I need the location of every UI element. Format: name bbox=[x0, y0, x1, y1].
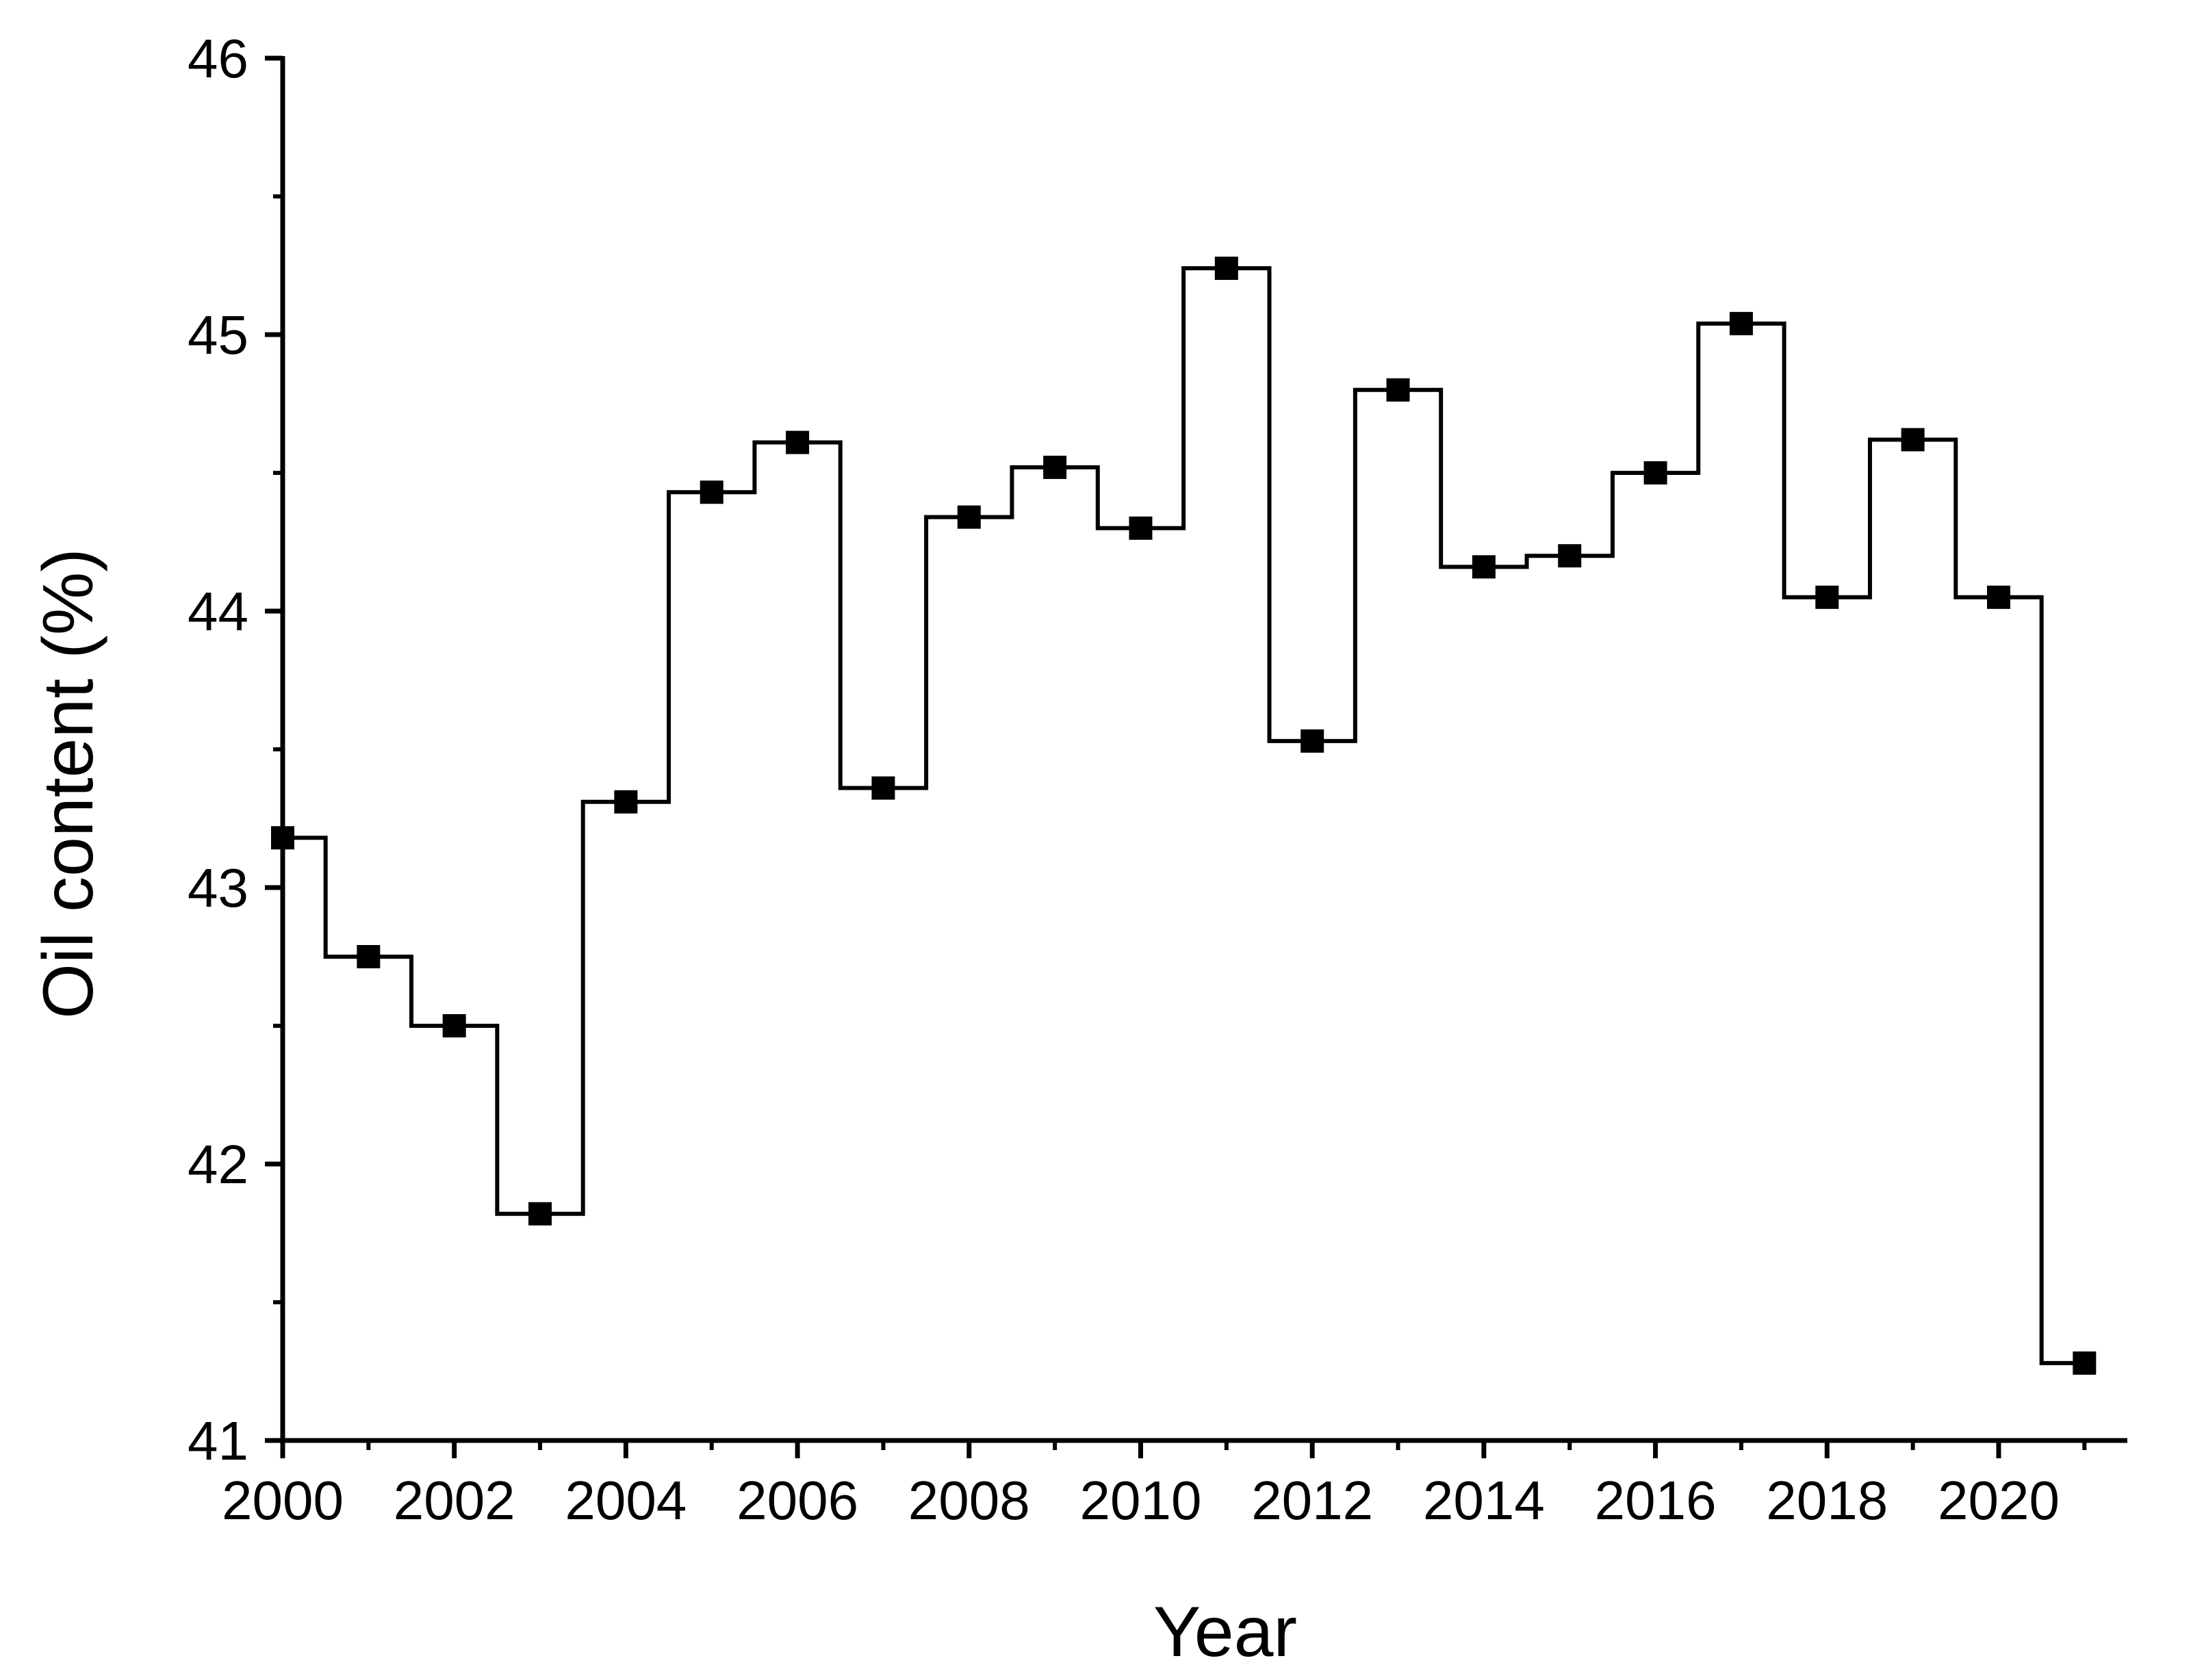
axes bbox=[280, 56, 2127, 1443]
x-tick-label: 2014 bbox=[1423, 1470, 1545, 1531]
data-point-marker bbox=[786, 430, 810, 454]
data-point-marker bbox=[1815, 585, 1839, 609]
data-markers bbox=[271, 257, 2097, 1375]
data-point-marker bbox=[1901, 428, 1925, 452]
data-point-marker bbox=[357, 945, 381, 968]
x-tick-label: 2010 bbox=[1080, 1470, 1202, 1531]
data-point-marker bbox=[1214, 257, 1238, 281]
data-point-marker bbox=[1043, 455, 1067, 479]
data-series bbox=[283, 266, 2085, 1365]
data-point-marker bbox=[700, 480, 723, 504]
x-axis-title: Year bbox=[1153, 1592, 1297, 1672]
x-tick-label: 2002 bbox=[394, 1470, 515, 1531]
x-tick-label: 2020 bbox=[1938, 1470, 2060, 1531]
data-point-marker bbox=[1558, 544, 1582, 568]
data-point-marker bbox=[1986, 585, 2010, 609]
x-tick-label: 2008 bbox=[908, 1470, 1030, 1531]
axis-ticks bbox=[265, 55, 2087, 1458]
y-tick-label: 45 bbox=[188, 305, 248, 365]
y-tick-label: 42 bbox=[188, 1134, 248, 1195]
data-point-marker bbox=[271, 826, 294, 850]
x-tick-label: 2012 bbox=[1251, 1470, 1373, 1531]
data-point-marker bbox=[2073, 1351, 2097, 1375]
data-point-marker bbox=[614, 790, 638, 814]
y-tick-label: 43 bbox=[188, 857, 248, 918]
y-tick-label: 41 bbox=[188, 1410, 248, 1471]
step-series-line bbox=[283, 266, 2085, 1365]
x-tick-label: 2004 bbox=[565, 1470, 687, 1531]
x-tick-label: 2016 bbox=[1595, 1470, 1717, 1531]
data-point-marker bbox=[1472, 555, 1496, 579]
x-tick-label: 2018 bbox=[1766, 1470, 1888, 1531]
data-point-marker bbox=[1386, 378, 1410, 402]
data-point-marker bbox=[442, 1014, 466, 1037]
data-point-marker bbox=[957, 505, 981, 529]
data-point-marker bbox=[1643, 461, 1667, 484]
y-axis-title: Oil content (%) bbox=[29, 548, 108, 1019]
y-tick-label: 46 bbox=[188, 28, 248, 89]
y-tick-label: 44 bbox=[188, 581, 248, 642]
x-tick-label: 2000 bbox=[222, 1470, 344, 1531]
data-point-marker bbox=[1129, 516, 1153, 540]
data-point-marker bbox=[1729, 311, 1753, 335]
tick-labels: 41 42 43 44 45 46 2000 2002 2004 2006 2008 2010 2012… bbox=[188, 28, 2060, 1531]
x-tick-label: 2006 bbox=[736, 1470, 858, 1531]
data-point-marker bbox=[1300, 729, 1324, 753]
data-point-marker bbox=[871, 776, 895, 800]
data-point-marker bbox=[528, 1202, 552, 1226]
